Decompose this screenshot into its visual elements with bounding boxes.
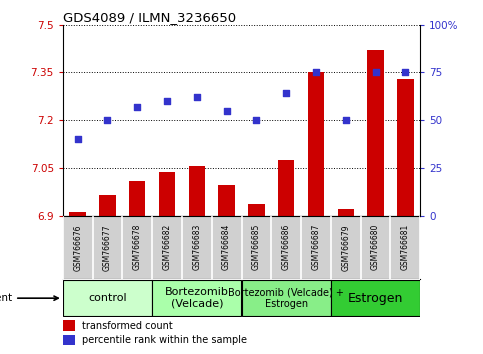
Text: agent: agent — [0, 293, 58, 303]
Text: percentile rank within the sample: percentile rank within the sample — [83, 335, 247, 346]
Bar — [218, 185, 235, 216]
Bar — [70, 212, 86, 216]
Text: GSM766679: GSM766679 — [341, 224, 350, 270]
Text: transformed count: transformed count — [83, 321, 173, 331]
Bar — [159, 172, 175, 216]
Text: GSM766677: GSM766677 — [103, 224, 112, 270]
Text: GSM766676: GSM766676 — [73, 224, 82, 270]
Bar — [129, 181, 145, 216]
Point — [163, 98, 171, 104]
Point — [133, 104, 141, 110]
Text: GSM766687: GSM766687 — [312, 224, 320, 270]
Bar — [397, 79, 413, 216]
Text: GSM766684: GSM766684 — [222, 224, 231, 270]
Text: GDS4089 / ILMN_3236650: GDS4089 / ILMN_3236650 — [63, 11, 236, 24]
Text: GSM766680: GSM766680 — [371, 224, 380, 270]
Bar — [189, 166, 205, 216]
Point — [253, 117, 260, 123]
Bar — [242, 280, 330, 316]
Bar — [331, 280, 420, 316]
Point — [193, 95, 201, 100]
Text: Estrogen: Estrogen — [348, 292, 403, 305]
Text: GSM766686: GSM766686 — [282, 224, 291, 270]
Bar — [63, 320, 75, 331]
Point — [401, 70, 409, 75]
Text: GSM766683: GSM766683 — [192, 224, 201, 270]
Text: GSM766685: GSM766685 — [252, 224, 261, 270]
Text: GSM766682: GSM766682 — [163, 224, 171, 270]
Text: GSM766681: GSM766681 — [401, 224, 410, 270]
Point — [312, 70, 320, 75]
Bar — [63, 280, 152, 316]
Bar — [248, 204, 265, 216]
Point — [282, 91, 290, 96]
Point — [104, 117, 112, 123]
Point — [342, 117, 350, 123]
Point — [223, 108, 230, 113]
Bar — [368, 50, 384, 216]
Bar — [63, 335, 75, 346]
Bar — [308, 73, 324, 216]
Bar — [99, 195, 115, 216]
Bar — [153, 280, 241, 316]
Text: Bortezomib (Velcade) +
Estrogen: Bortezomib (Velcade) + Estrogen — [228, 287, 344, 309]
Text: control: control — [88, 293, 127, 303]
Bar — [278, 160, 294, 216]
Point — [74, 136, 82, 142]
Text: Bortezomib
(Velcade): Bortezomib (Velcade) — [165, 287, 229, 309]
Text: GSM766678: GSM766678 — [133, 224, 142, 270]
Point — [372, 70, 380, 75]
Bar — [338, 209, 354, 216]
